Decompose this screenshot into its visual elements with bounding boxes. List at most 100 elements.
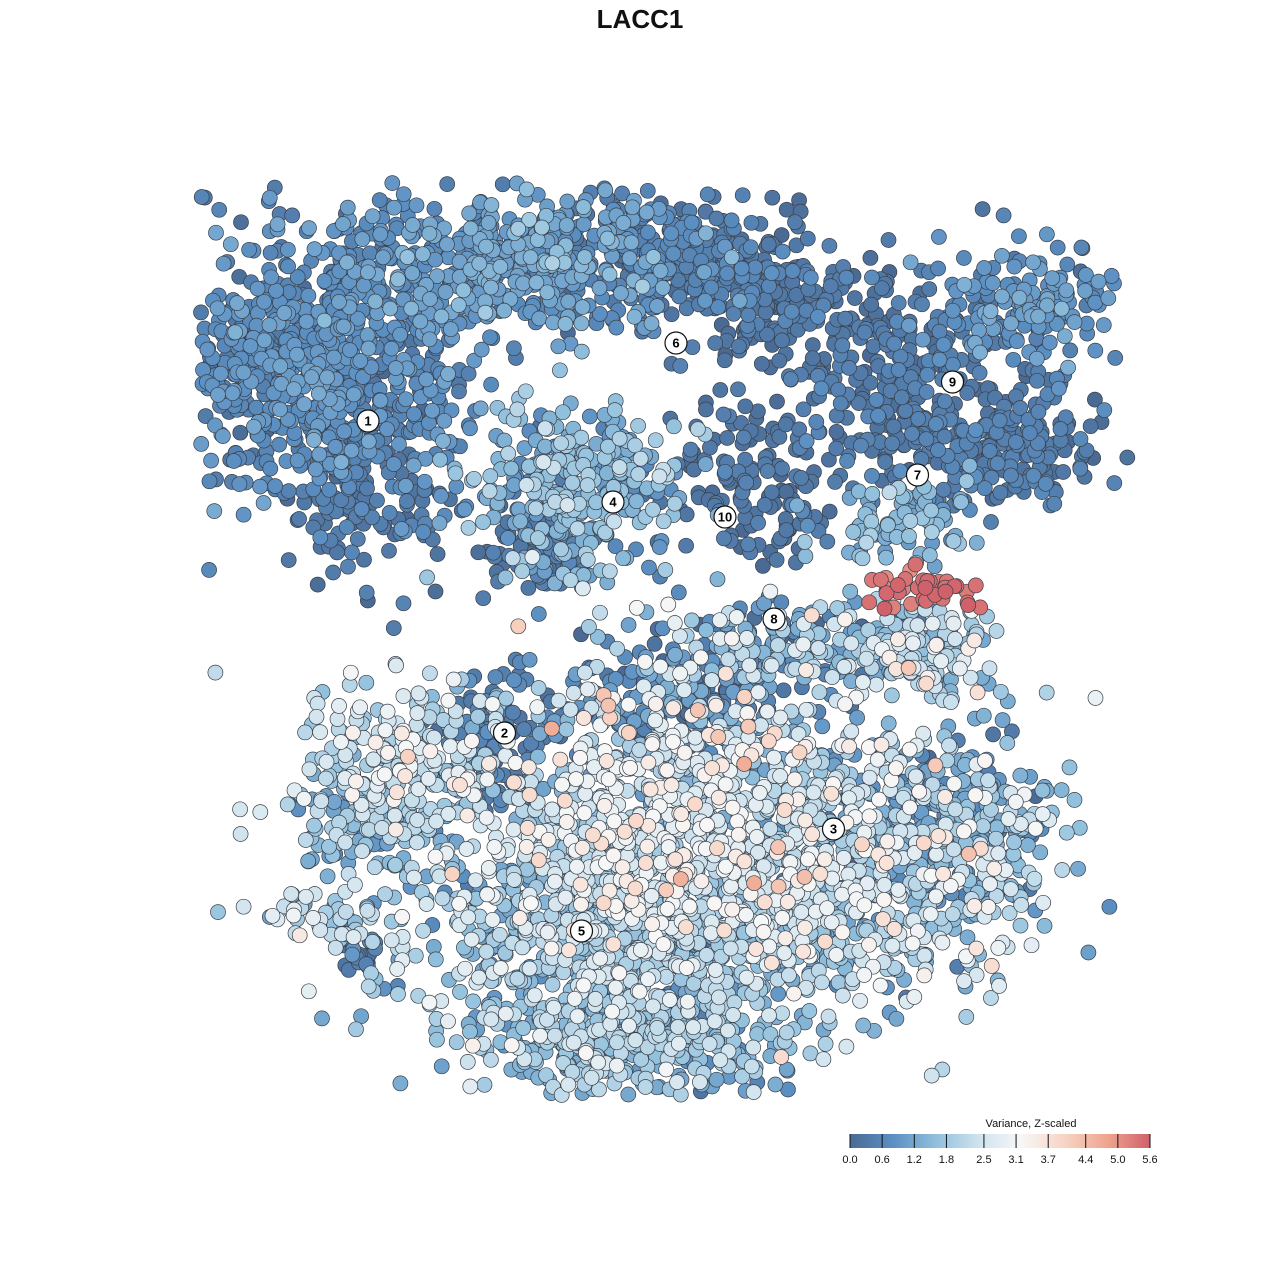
data-point bbox=[362, 245, 378, 262]
data-point bbox=[747, 259, 764, 276]
data-point bbox=[868, 392, 885, 408]
data-point bbox=[1039, 226, 1055, 243]
data-point bbox=[268, 282, 284, 299]
data-point bbox=[224, 385, 241, 402]
data-point bbox=[1003, 467, 1019, 484]
data-point bbox=[1066, 314, 1083, 330]
data-point bbox=[742, 239, 759, 256]
data-point bbox=[863, 513, 880, 530]
data-point bbox=[944, 302, 961, 319]
data-point bbox=[1025, 254, 1041, 271]
data-point bbox=[639, 182, 656, 199]
data-point bbox=[985, 726, 1001, 743]
data-point bbox=[1059, 256, 1076, 273]
data-point bbox=[652, 263, 669, 279]
data-point bbox=[683, 612, 700, 629]
data-point bbox=[416, 473, 433, 490]
data-point bbox=[774, 332, 790, 349]
data-point bbox=[515, 1020, 532, 1036]
data-point bbox=[415, 524, 432, 540]
data-point bbox=[778, 522, 795, 539]
data-point bbox=[974, 201, 991, 217]
data-point bbox=[663, 306, 680, 323]
data-point bbox=[339, 199, 356, 216]
data-point bbox=[886, 335, 903, 352]
data-point bbox=[1077, 282, 1093, 299]
data-point bbox=[439, 176, 456, 192]
data-point bbox=[235, 364, 252, 381]
data-point bbox=[284, 207, 301, 224]
data-point bbox=[306, 241, 323, 257]
data-point bbox=[930, 442, 946, 458]
data-point bbox=[249, 280, 266, 297]
data-point bbox=[855, 1017, 872, 1034]
data-point bbox=[1030, 403, 1047, 420]
data-point bbox=[483, 376, 499, 393]
data-point bbox=[778, 201, 795, 218]
data-point bbox=[918, 431, 935, 448]
data-point bbox=[849, 709, 865, 726]
chart-title: LACC1 bbox=[596, 4, 684, 34]
data-point bbox=[550, 338, 567, 355]
data-point bbox=[246, 418, 262, 435]
data-point bbox=[1029, 372, 1045, 389]
data-point bbox=[398, 391, 414, 408]
data-point bbox=[989, 455, 1006, 472]
data-point bbox=[300, 287, 317, 304]
data-point bbox=[630, 417, 646, 434]
data-point bbox=[613, 285, 629, 302]
data-point bbox=[514, 563, 531, 580]
data-point bbox=[1028, 350, 1045, 367]
data-point bbox=[496, 432, 513, 449]
data-point bbox=[576, 249, 593, 265]
data-point bbox=[804, 350, 821, 367]
data-point bbox=[670, 584, 687, 601]
data-point bbox=[272, 358, 289, 375]
data-point bbox=[210, 904, 226, 920]
data-point bbox=[1119, 449, 1136, 466]
data-point bbox=[233, 214, 249, 231]
data-point bbox=[1046, 495, 1063, 512]
data-point bbox=[575, 199, 592, 215]
data-point bbox=[356, 551, 372, 568]
data-point bbox=[193, 189, 210, 205]
data-point bbox=[201, 473, 218, 490]
data-point bbox=[427, 951, 444, 968]
data-point bbox=[372, 392, 389, 409]
data-point bbox=[697, 292, 713, 309]
data-point bbox=[193, 304, 209, 321]
data-point bbox=[289, 346, 305, 363]
data-point bbox=[226, 453, 242, 469]
data-points-layer bbox=[193, 175, 1136, 1103]
data-point bbox=[433, 308, 450, 325]
data-point bbox=[814, 718, 831, 735]
data-point bbox=[708, 210, 725, 227]
data-point bbox=[199, 341, 216, 358]
data-point bbox=[359, 327, 376, 344]
data-point bbox=[553, 541, 569, 558]
data-point bbox=[319, 369, 335, 386]
data-point bbox=[723, 212, 740, 229]
data-point bbox=[626, 308, 643, 325]
data-point bbox=[229, 295, 245, 311]
data-point bbox=[581, 619, 597, 635]
data-point bbox=[531, 310, 548, 327]
data-point bbox=[432, 451, 448, 468]
data-point bbox=[1012, 767, 1029, 784]
data-point bbox=[1037, 475, 1054, 492]
data-point bbox=[649, 298, 665, 314]
data-point bbox=[799, 230, 816, 247]
data-point bbox=[923, 502, 940, 519]
data-point bbox=[521, 651, 538, 668]
data-point bbox=[768, 552, 785, 568]
data-point bbox=[336, 423, 353, 440]
data-point bbox=[715, 406, 732, 423]
data-point bbox=[885, 418, 902, 435]
data-point bbox=[1072, 431, 1089, 447]
data-point bbox=[485, 544, 502, 561]
data-point bbox=[740, 307, 757, 323]
data-point bbox=[651, 539, 668, 555]
data-point bbox=[654, 279, 671, 296]
data-point bbox=[983, 514, 999, 530]
data-point bbox=[972, 344, 988, 361]
